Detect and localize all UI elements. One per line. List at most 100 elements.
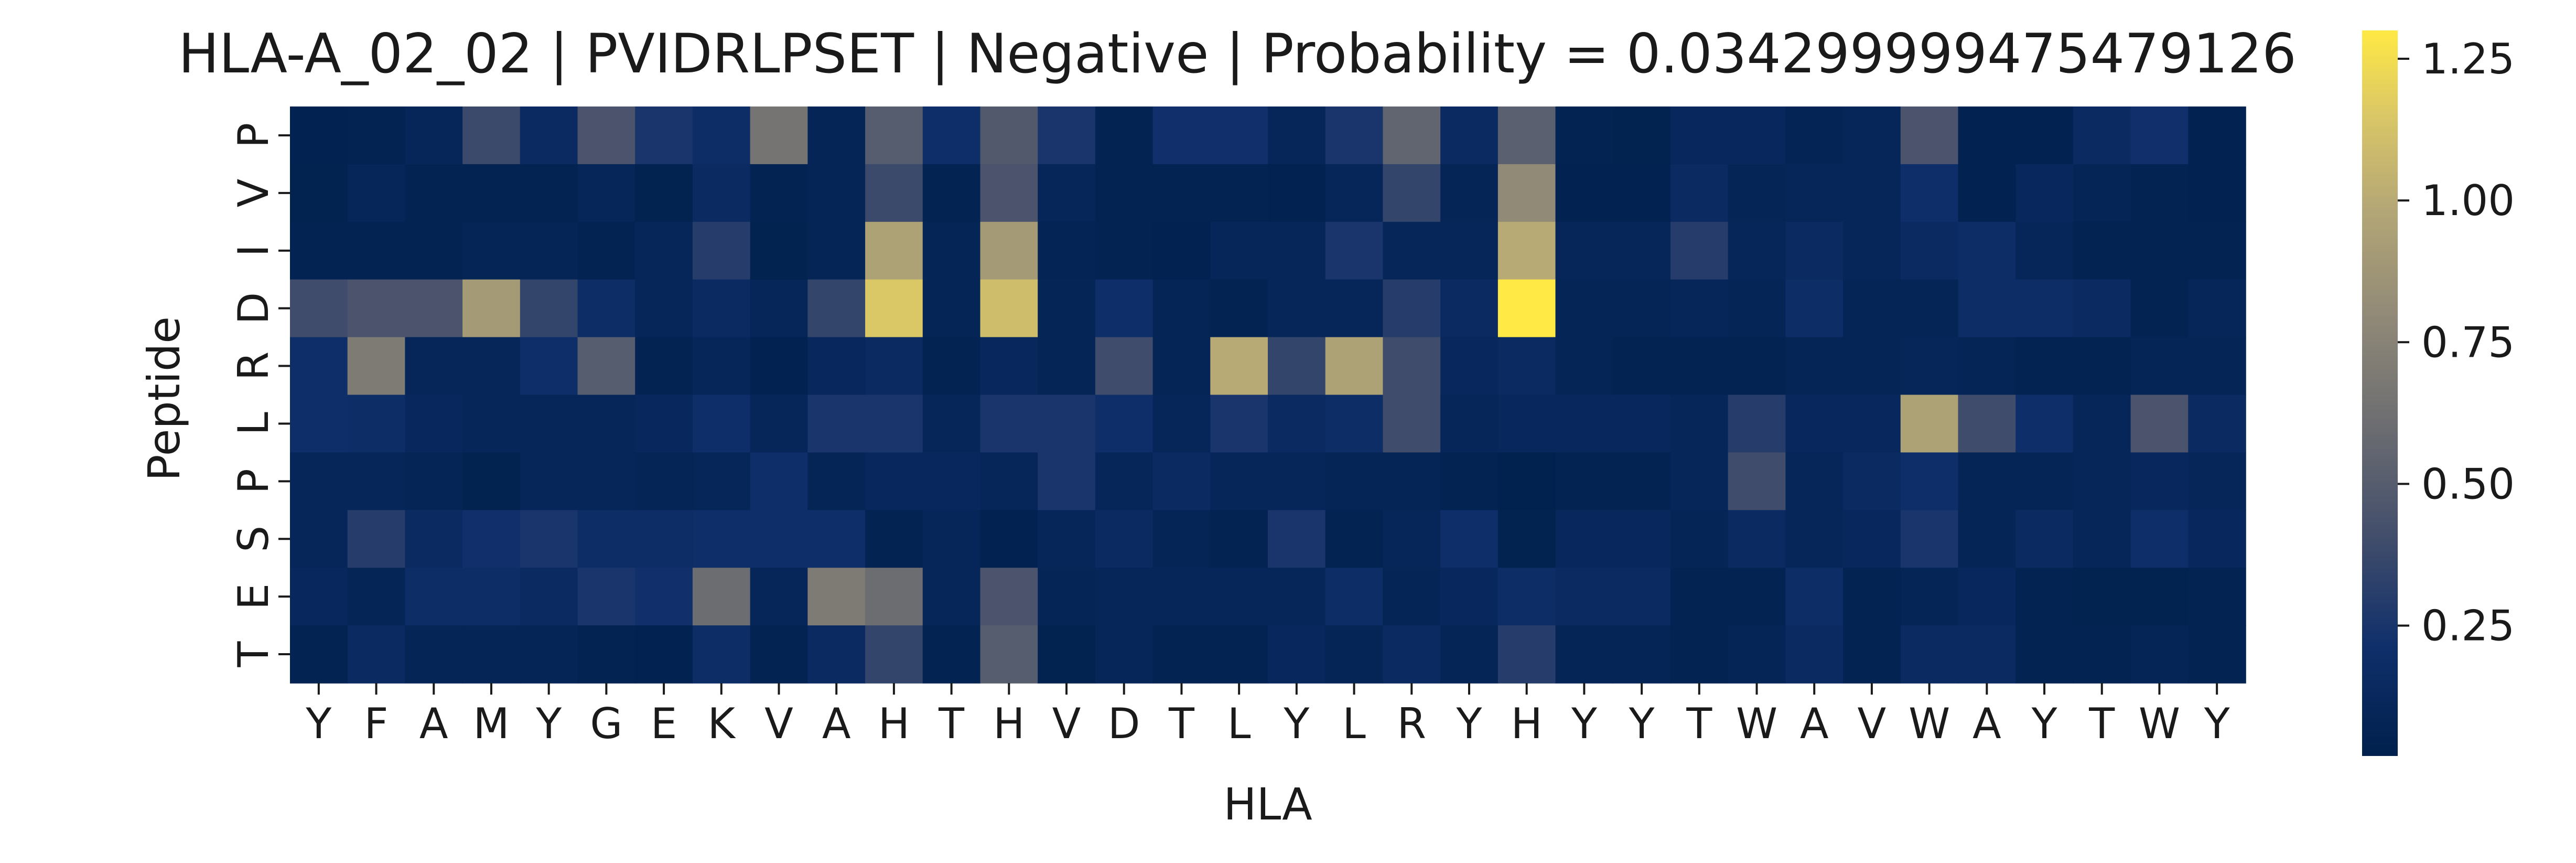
colorbar-tick-label: 1.25 — [2421, 35, 2515, 83]
heatmap-cell — [1728, 452, 1786, 511]
heatmap-cell — [1383, 164, 1441, 222]
heatmap-cell — [1383, 568, 1441, 626]
heatmap-cell — [2188, 452, 2246, 511]
heatmap-cell — [692, 510, 751, 568]
heatmap-cell — [2188, 221, 2246, 280]
heatmap-cell — [2073, 164, 2131, 222]
heatmap-cell — [2130, 625, 2189, 684]
heatmap-cell — [807, 510, 866, 568]
heatmap-cell — [520, 164, 578, 222]
heatmap-cell — [1728, 221, 1786, 280]
heatmap-cell — [290, 568, 348, 626]
heatmap-cell — [1785, 395, 1844, 453]
x-tick-label: E — [651, 699, 677, 748]
heatmap-cell — [1670, 106, 1729, 165]
heatmap-cell — [2015, 625, 2074, 684]
heatmap-cell — [1785, 106, 1844, 165]
heatmap-cell — [2188, 164, 2246, 222]
heatmap-cell — [1152, 337, 1211, 396]
heatmap-cell — [1670, 221, 1729, 280]
heatmap-cell — [2130, 510, 2189, 568]
heatmap-cell — [2073, 568, 2131, 626]
heatmap-cell — [1555, 395, 1614, 453]
heatmap-cell — [1210, 452, 1268, 511]
heatmap-cell — [865, 106, 923, 165]
heatmap-cell — [1555, 568, 1614, 626]
heatmap-cell — [807, 164, 866, 222]
heatmap-cell — [1095, 510, 1154, 568]
heatmap-cell — [865, 337, 923, 396]
heatmap-cell — [1440, 279, 1499, 338]
x-tick-label: F — [364, 699, 389, 748]
heatmap-cell — [1383, 106, 1441, 165]
heatmap-cell — [347, 279, 406, 338]
heatmap-cell — [635, 337, 693, 396]
heatmap-cell — [807, 395, 866, 453]
heatmap-cell — [1497, 279, 1556, 338]
colorbar-tick-label: 1.00 — [2421, 176, 2515, 225]
heatmap-cell — [1038, 221, 1096, 280]
heatmap-cell — [2015, 568, 2074, 626]
heatmap-cell — [1152, 625, 1211, 684]
x-tick-label: Y — [1456, 699, 1483, 748]
heatmap-cell — [2015, 452, 2074, 511]
heatmap-cell — [1613, 625, 1671, 684]
heatmap-cell — [520, 337, 578, 396]
heatmap-cell — [1383, 510, 1441, 568]
heatmap-cell — [1210, 510, 1268, 568]
heatmap-cell — [1152, 279, 1211, 338]
heatmap-cell — [635, 279, 693, 338]
heatmap-cell — [1210, 568, 1268, 626]
x-tick-label: A — [1973, 699, 2001, 748]
heatmap-cell — [520, 279, 578, 338]
heatmap-cell — [1095, 337, 1154, 396]
x-tick-label: H — [878, 699, 910, 748]
heatmap-cell — [1958, 279, 2016, 338]
heatmap-cell — [462, 625, 521, 684]
heatmap-cell — [1728, 395, 1786, 453]
heatmap-cell — [1900, 452, 1959, 511]
colorbar-tick-label: 0.25 — [2421, 601, 2515, 650]
heatmap-cell — [980, 452, 1038, 511]
heatmap-cell — [1440, 568, 1499, 626]
heatmap-cell — [347, 395, 406, 453]
heatmap-cell — [577, 625, 636, 684]
heatmap-cell — [1210, 395, 1268, 453]
heatmap-cell — [1440, 625, 1499, 684]
heatmap-cell — [635, 625, 693, 684]
heatmap-cell — [520, 452, 578, 511]
heatmap-cell — [1268, 510, 1326, 568]
heatmap-cell — [1440, 395, 1499, 453]
heatmap-cell — [347, 337, 406, 396]
heatmap-cell — [290, 106, 348, 165]
x-tick-label: Y — [1283, 699, 1310, 748]
heatmap-cell — [1728, 625, 1786, 684]
heatmap-cell — [1268, 221, 1326, 280]
heatmap-cell — [1843, 395, 1901, 453]
heatmap-cell — [2073, 106, 2131, 165]
heatmap-cell — [1843, 221, 1901, 280]
heatmap-cell — [1268, 625, 1326, 684]
heatmap-cell — [520, 106, 578, 165]
heatmap-cell — [1038, 452, 1096, 511]
heatmap-cell — [807, 452, 866, 511]
heatmap-cell — [750, 568, 809, 626]
heatmap-cell — [1613, 452, 1671, 511]
x-tick-label: M — [473, 699, 509, 748]
heatmap-cell — [1383, 221, 1441, 280]
x-tick-label: W — [1736, 699, 1777, 748]
heatmap-cell — [1785, 164, 1844, 222]
heatmap-cell — [1210, 106, 1268, 165]
heatmap-cell — [1095, 452, 1154, 511]
heatmap-cell — [1613, 279, 1671, 338]
heatmap-cell — [1440, 510, 1499, 568]
heatmap-cell — [520, 625, 578, 684]
heatmap-cell — [1785, 568, 1844, 626]
heatmap-cell — [2073, 221, 2131, 280]
heatmap-cell — [1440, 164, 1499, 222]
heatmap-cell — [290, 164, 348, 222]
heatmap-cell — [1325, 452, 1384, 511]
x-tick-label: Y — [535, 699, 562, 748]
chart-title: HLA-A_02_02 | PVIDRLPSET | Negative | Pr… — [178, 23, 2296, 86]
heatmap-cell — [1152, 164, 1211, 222]
